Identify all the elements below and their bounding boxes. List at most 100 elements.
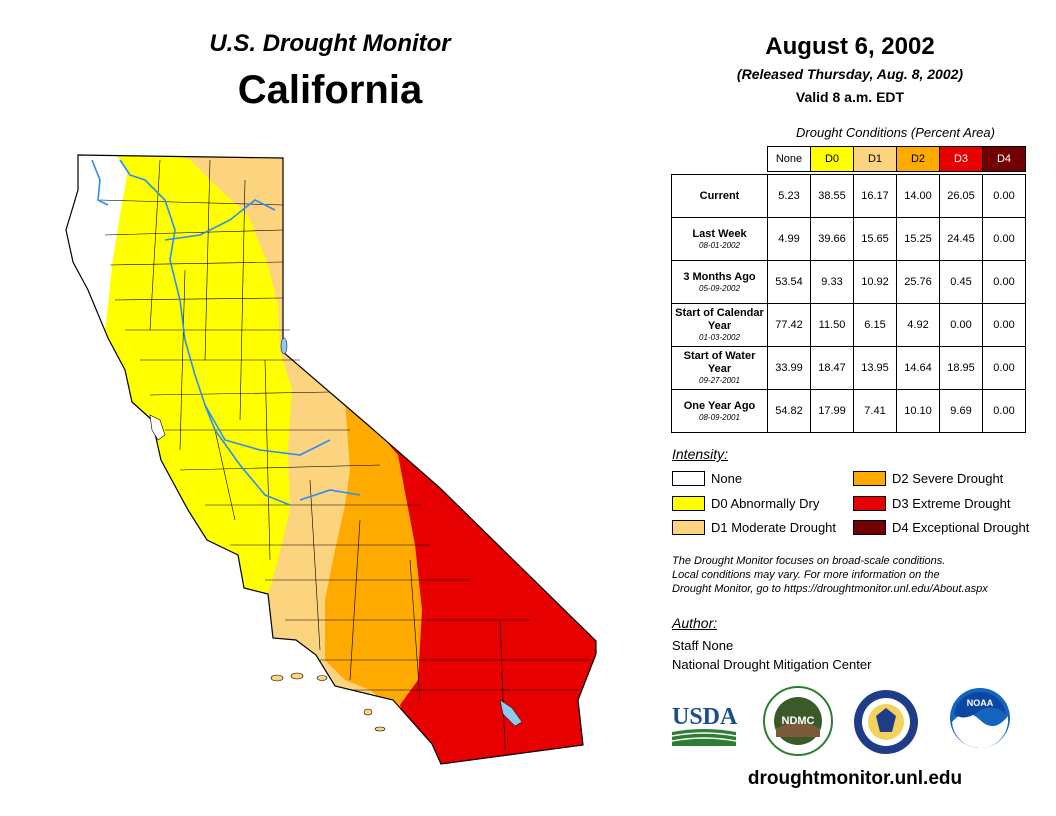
row-date: 09-27-2001 <box>699 376 740 385</box>
website-link[interactable]: droughtmonitor.unl.edu <box>747 768 963 789</box>
legend-item-d3: D3 Extreme Drought <box>853 496 1011 512</box>
table-cell: 0.00 <box>982 174 1026 218</box>
table-cell: 53.54 <box>767 260 811 304</box>
table-cell: 16.17 <box>853 174 897 218</box>
table-cell: 13.95 <box>853 346 897 390</box>
table-cell: 77.42 <box>767 303 811 347</box>
table-row: Last Week 08-01-2002 4.99 39.66 15.65 15.… <box>671 217 1026 261</box>
table-cell: 17.99 <box>810 389 854 433</box>
row-date: 08-09-2001 <box>699 412 740 422</box>
table-row: Start of Calendar Year 01-03-2002 77.42 1… <box>671 303 1026 347</box>
legend-label: D0 Abnormally Dry <box>711 496 820 511</box>
legend-label: D3 Extreme Drought <box>892 496 1011 511</box>
table-cell: 7.41 <box>853 389 897 433</box>
legend-swatch <box>672 520 705 535</box>
note-line: Drought Monitor, go to https://droughtmo… <box>672 583 988 595</box>
col-d1-header: D1 <box>853 146 897 172</box>
legend-title: Intensity: <box>672 446 729 462</box>
area-d3 <box>385 440 596 764</box>
row-label: Current <box>699 189 740 202</box>
table-row: Current 5.23 38.55 16.17 14.00 26.05 0.0… <box>671 174 1026 218</box>
drought-conditions-table: None D0 D1 D2 D3 D4 Current 5.23 38.55 1… <box>671 146 1026 433</box>
table-cell: 0.45 <box>939 260 983 304</box>
disclaimer-note: The Drought Monitor focuses on broad-sca… <box>672 554 1032 596</box>
table-cell: 0.00 <box>982 260 1026 304</box>
legend-item-d2: D2 Severe Drought <box>853 471 1003 487</box>
drought-areas <box>66 155 596 764</box>
table-cell: 15.65 <box>853 217 897 261</box>
table-cell: 9.69 <box>939 389 983 433</box>
author-org: National Drought Mitigation Center <box>672 657 872 672</box>
row-label: Last Week <box>692 227 747 240</box>
ndmc-logo-text: NDMC <box>782 715 815 727</box>
area-d2 <box>325 400 422 715</box>
legend-swatch <box>672 471 705 486</box>
row-date: 08-01-2002 <box>699 240 740 250</box>
table-cell: 4.99 <box>767 217 811 261</box>
map-date: August 6, 2002 <box>765 33 935 60</box>
author-title: Author: <box>672 615 718 631</box>
row-label: Start of Water Year <box>683 350 756 375</box>
county-lines <box>99 159 590 751</box>
col-d2-header: D2 <box>896 146 940 172</box>
row-date: 05-09-2002 <box>699 283 740 293</box>
table-cell: 38.55 <box>810 174 854 218</box>
table-cell: 5.23 <box>767 174 811 218</box>
san-francisco-bay <box>149 414 166 441</box>
table-cell: 26.05 <box>939 174 983 218</box>
legend-label: D2 Severe Drought <box>892 471 1004 486</box>
col-d3-header: D3 <box>939 146 983 172</box>
table-cell: 0.00 <box>982 303 1026 347</box>
table-row: One Year Ago 08-09-2001 54.82 17.99 7.41 … <box>671 389 1026 433</box>
legend-item-d1: D1 Moderate Drought <box>672 520 836 536</box>
note-line: The Drought Monitor focuses on broad-sca… <box>672 555 946 567</box>
table-cell: 25.76 <box>896 260 940 304</box>
note-line: Local conditions may vary. For more info… <box>672 569 940 581</box>
author-name: Staff None <box>672 638 734 653</box>
california-drought-map <box>65 154 597 765</box>
legend-item-none: None <box>672 471 742 487</box>
table-row: 3 Months Ago 05-09-2002 53.54 9.33 10.92 … <box>671 260 1026 304</box>
table-row: Start of Water Year 09-27-2001 33.99 18.4… <box>671 346 1026 390</box>
noaa-logo: NOAA <box>950 688 1010 749</box>
noaa-logo-text: NOAA <box>967 698 994 708</box>
table-cell: 18.47 <box>810 346 854 390</box>
table-cell: 39.66 <box>810 217 854 261</box>
table-cell: 24.45 <box>939 217 983 261</box>
col-d4-header: D4 <box>982 146 1026 172</box>
table-cell: 0.00 <box>939 303 983 347</box>
col-none-header: None <box>767 146 811 172</box>
legend-swatch <box>672 496 705 511</box>
release-date: (Released Thursday, Aug. 8, 2002) <box>736 66 964 82</box>
table-cell: 18.95 <box>939 346 983 390</box>
legend-swatch <box>853 496 886 511</box>
monitor-title: U.S. Drought Monitor <box>209 30 451 57</box>
table-caption: Drought Conditions (Percent Area) <box>796 125 995 140</box>
legend-swatch <box>853 471 886 486</box>
rivers <box>91 159 361 506</box>
table-cell: 9.33 <box>810 260 854 304</box>
table-header-row: None D0 D1 D2 D3 D4 <box>672 146 1026 172</box>
table-cell: 0.00 <box>982 346 1026 390</box>
table-cell: 4.92 <box>896 303 940 347</box>
table-cell: 0.00 <box>982 217 1026 261</box>
table-cell: 15.25 <box>896 217 940 261</box>
salton-sea <box>499 699 523 727</box>
row-date: 01-03-2002 <box>699 333 740 342</box>
legend-label: D4 Exceptional Drought <box>892 520 1030 535</box>
ndmc-logo: NDMC <box>763 686 833 756</box>
table-cell: 10.92 <box>853 260 897 304</box>
lake-tahoe <box>280 337 288 355</box>
table-cell: 14.64 <box>896 346 940 390</box>
row-label: One Year Ago <box>683 399 756 412</box>
legend-item-d4: D4 Exceptional Drought <box>853 520 1029 536</box>
usda-logo: USDA <box>671 704 738 746</box>
state-outline <box>65 154 597 765</box>
table-cell: 11.50 <box>810 303 854 347</box>
col-d0-header: D0 <box>810 146 854 172</box>
usda-logo-text: USDA <box>672 704 738 730</box>
usdoc-seal <box>854 690 918 754</box>
row-label: Start of Calendar Year <box>675 307 764 332</box>
row-label: 3 Months Ago <box>683 270 756 283</box>
channel-islands <box>270 672 386 732</box>
